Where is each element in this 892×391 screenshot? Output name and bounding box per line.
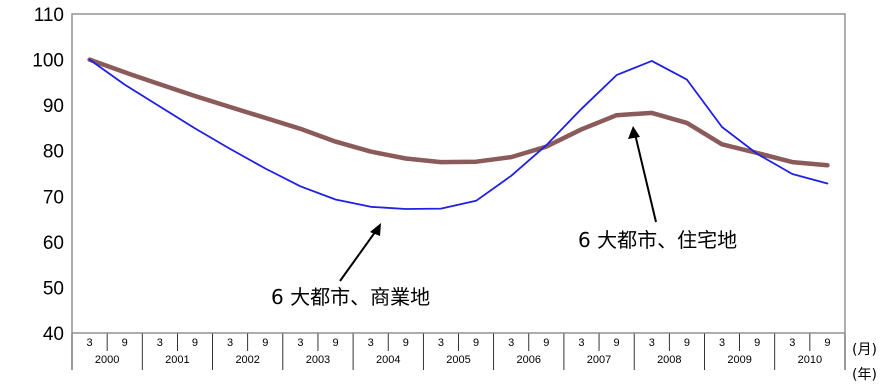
- series-lines: [87, 57, 830, 210]
- y-tick-label: 70: [43, 187, 64, 208]
- month-tick-label: 9: [824, 337, 830, 349]
- year-tick-label: 2008: [657, 354, 681, 366]
- y-tick-label: 40: [43, 324, 64, 345]
- year-tick-label: 2007: [587, 354, 611, 366]
- annotation-commercial-arrow-line: [339, 227, 379, 282]
- y-axis-ticks: 40 50 60 70 80 90 100 110: [32, 5, 64, 345]
- year-tick-label: 2004: [376, 354, 400, 366]
- year-tick-label: 2002: [235, 354, 259, 366]
- year-tick-label: 2001: [165, 354, 189, 366]
- month-tick-label: 3: [719, 337, 725, 349]
- month-tick-label: 9: [754, 337, 760, 349]
- month-tick-label: 9: [332, 337, 338, 349]
- month-tick-label: 3: [438, 337, 444, 349]
- year-tick-label: 2003: [306, 354, 330, 366]
- y-tick-label: 90: [43, 96, 64, 117]
- month-tick-label: 3: [157, 337, 163, 349]
- y-tick-label: 80: [43, 142, 64, 163]
- month-tick-label: 3: [508, 337, 514, 349]
- month-tick-label: 3: [368, 337, 374, 349]
- month-tick-label: 9: [684, 337, 690, 349]
- annotation-residential-arrow-line: [634, 133, 657, 223]
- plot-area-frame: [71, 13, 846, 334]
- series-line-commercial: [88, 58, 829, 210]
- year-tick-label: 2005: [446, 354, 470, 366]
- annotation-residential-arrow-head: [628, 126, 640, 139]
- month-tick-label: 3: [227, 337, 233, 349]
- month-tick-label: 3: [789, 337, 795, 349]
- annotation-residential: 6 大都市、住宅地: [578, 126, 737, 252]
- y-tick-label: 110: [34, 5, 64, 26]
- month-tick-label: 9: [262, 337, 268, 349]
- year-tick-label: 2009: [727, 354, 751, 366]
- y-tick-label: 60: [43, 233, 64, 254]
- month-tick-label: 9: [473, 337, 479, 349]
- month-tick-label: 3: [578, 337, 584, 349]
- month-tick-label: 9: [192, 337, 198, 349]
- month-tick-label: 3: [87, 337, 93, 349]
- annotation-residential-label: 6 大都市、住宅地: [578, 228, 737, 252]
- annotation-commercial-label: 6 大都市、商業地: [271, 285, 430, 309]
- month-tick-label: 9: [543, 337, 549, 349]
- month-unit-label: (月): [852, 342, 877, 358]
- annotation-commercial-arrow-head: [370, 223, 381, 236]
- series-line-residential: [87, 57, 830, 168]
- month-tick-label: 9: [614, 337, 620, 349]
- y-tick-label: 100: [32, 51, 64, 72]
- y-tick-label: 50: [43, 278, 64, 299]
- month-tick-label: 3: [297, 337, 303, 349]
- year-tick-label: 2000: [95, 354, 119, 366]
- year-tick-label: 2006: [517, 354, 541, 366]
- year-tick-label: 2010: [798, 354, 822, 366]
- month-tick-label: 9: [122, 337, 128, 349]
- month-tick-label: 3: [649, 337, 655, 349]
- annotation-commercial: 6 大都市、商業地: [271, 223, 430, 309]
- month-tick-label: 9: [403, 337, 409, 349]
- year-unit-label: (年): [852, 367, 877, 383]
